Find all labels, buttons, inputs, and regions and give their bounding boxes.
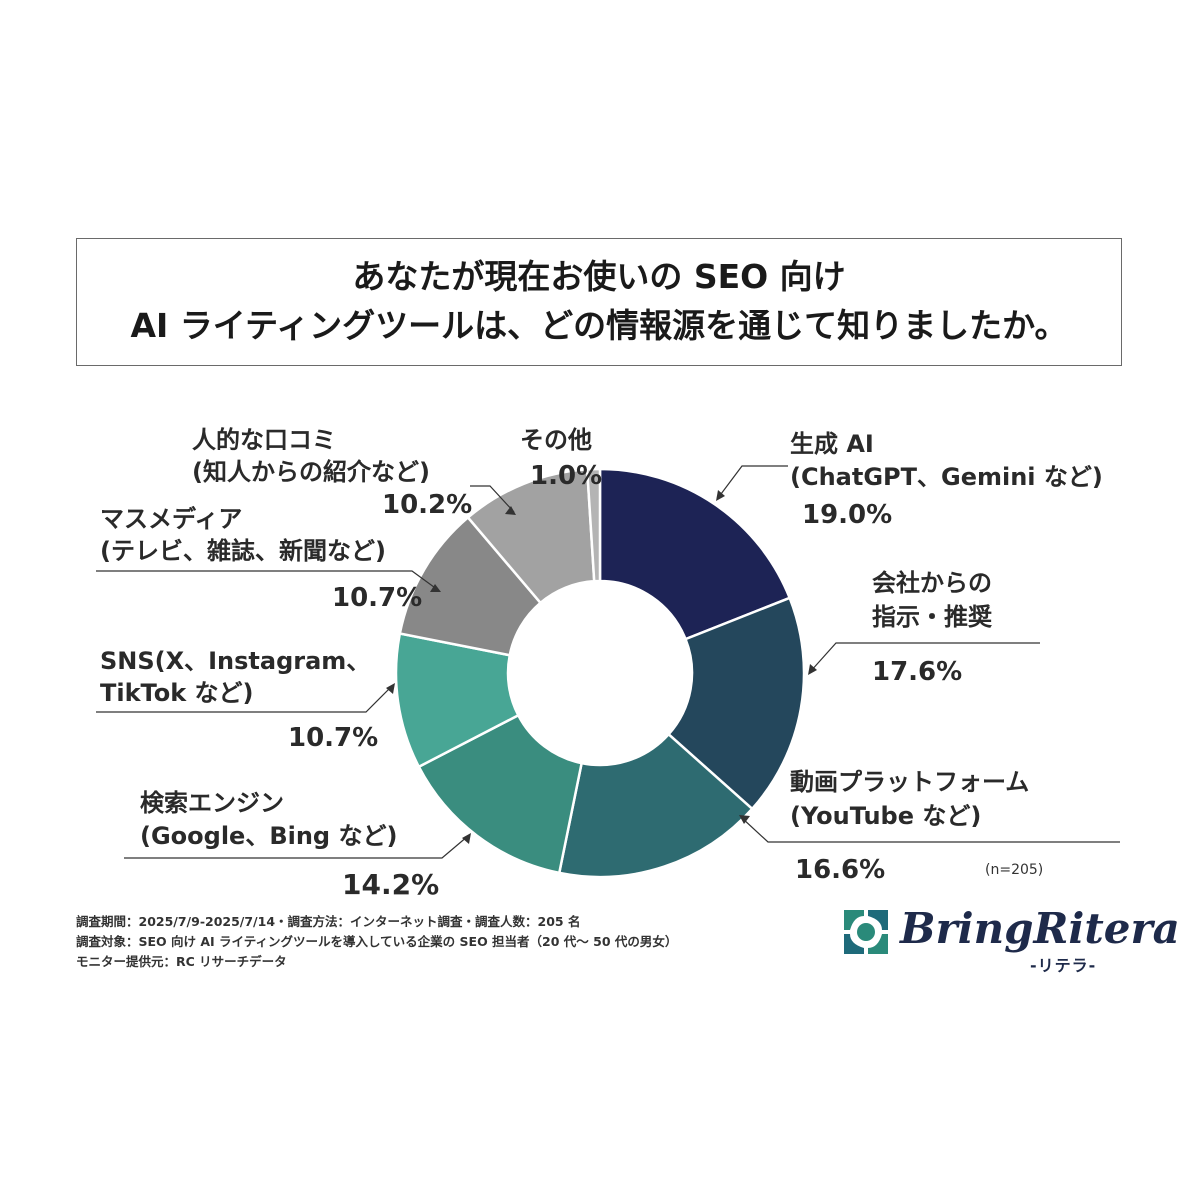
- logo-subtitle: -リテラ-: [1030, 956, 1097, 975]
- label-genai-pct: 19.0%: [802, 500, 893, 530]
- arrowhead-video: [739, 815, 750, 824]
- donut-slice-search: [417, 713, 584, 875]
- label-video-pct: 16.6%: [795, 855, 886, 885]
- survey-notes: 調査期間：2025/7/9-2025/7/14・調査方法：インターネット調査・調…: [76, 912, 677, 972]
- label-media-title: マスメディア: [100, 505, 243, 533]
- logo-wordmark: BringRitera: [900, 904, 1180, 953]
- arrowhead-company: [808, 664, 817, 675]
- label-search-pct: 14.2%: [342, 868, 440, 901]
- leader-arrowheads: [386, 490, 817, 844]
- label-company-pct: 17.6%: [872, 657, 963, 687]
- survey-note-period: 調査期間：2025/7/9-2025/7/14・調査方法：インターネット調査・調…: [76, 914, 581, 929]
- donut-slice-company: [666, 596, 806, 811]
- leader-search: [124, 835, 469, 859]
- donut-slice-genai: [598, 467, 792, 641]
- leader-wom: [470, 485, 515, 513]
- brand-logo: BringRitera -リテラ-: [840, 904, 1180, 975]
- label-sns-title: SNS(X、Instagram、: [100, 647, 371, 675]
- arrowhead-sns: [386, 683, 395, 694]
- logo-mark-icon: [844, 910, 888, 954]
- leader-genai: [717, 465, 788, 499]
- label-video-title: 動画プラットフォーム: [790, 768, 1030, 796]
- label-wom-pct: 10.2%: [382, 490, 473, 520]
- label-wom-sub: (知人からの紹介など): [192, 458, 430, 486]
- arrowhead-genai: [716, 490, 725, 501]
- label-other-pct: 1.0%: [530, 461, 603, 491]
- label-sns-sub: TikTok など): [100, 679, 254, 707]
- survey-note-target: 調査対象：SEO 向け AI ライティングツールを導入している企業の SEO 担…: [76, 934, 678, 949]
- chart-title-line-1: あなたが現在お使いの SEO 向け: [352, 257, 846, 296]
- label-media-sub: (テレビ、雑誌、新聞など): [100, 537, 386, 565]
- donut-slice-video: [557, 732, 754, 879]
- label-media-pct: 10.7%: [332, 583, 423, 613]
- survey-note-source: モニター提供元：RC リサーチデータ: [76, 954, 287, 969]
- chart-title-line-2: AI ライティングツールは、どの情報源を通じて知りましたか。: [130, 306, 1068, 345]
- leader-company: [809, 642, 1040, 673]
- arrowhead-media: [430, 584, 441, 592]
- label-other-title: その他: [520, 426, 592, 454]
- label-genai-sub: (ChatGPT、Gemini など): [790, 463, 1103, 491]
- leader-media: [96, 570, 439, 591]
- label-company-title: 会社からの: [872, 569, 992, 597]
- leader-sns: [96, 685, 393, 713]
- label-company-sub: 指示・推奨: [872, 603, 992, 631]
- donut-slice-other: [585, 467, 602, 583]
- chart-title-box: あなたが現在お使いの SEO 向け AI ライティングツールは、どの情報源を通じ…: [76, 238, 1122, 366]
- sample-size: (n=205): [985, 862, 1044, 878]
- arrowhead-search: [462, 833, 471, 844]
- leader-video: [741, 817, 1120, 843]
- arrowhead-wom: [505, 506, 516, 515]
- label-search-title: 検索エンジン: [140, 789, 284, 817]
- leader-lines: [96, 465, 1120, 859]
- label-wom-title: 人的な口コミ: [192, 426, 336, 454]
- label-video-sub: (YouTube など): [790, 802, 982, 830]
- label-search-sub: (Google、Bing など): [140, 822, 398, 850]
- label-genai-title: 生成 AI: [790, 430, 874, 458]
- label-sns-pct: 10.7%: [288, 723, 379, 753]
